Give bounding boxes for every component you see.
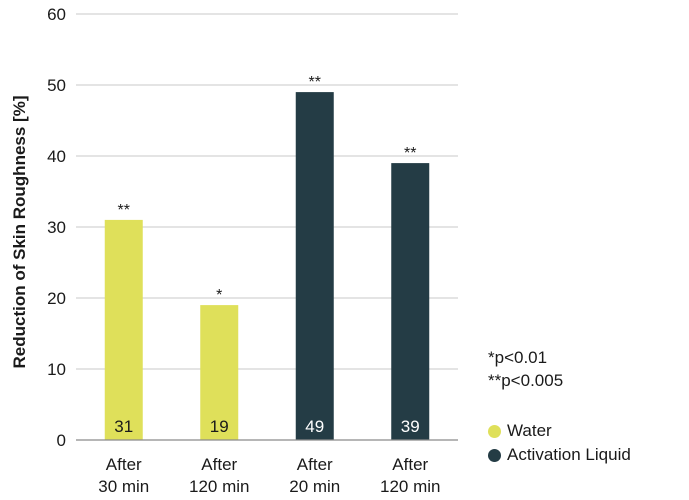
x-tick-label: After (106, 455, 142, 474)
x-tick-label: After (201, 455, 237, 474)
bar (391, 163, 430, 440)
legend-swatch-water (488, 424, 501, 438)
legend-item-activation-liquid: Activation Liquid (488, 443, 631, 467)
significance-note-2: **p<0.005 (488, 371, 564, 390)
y-tick-label: 40 (47, 147, 66, 166)
bar-value-label: 31 (114, 417, 133, 436)
bar (295, 92, 334, 440)
significance-marker: ** (309, 74, 321, 91)
x-tick-label: 30 min (98, 477, 149, 496)
y-tick-label: 50 (47, 76, 66, 95)
bar-value-label: 39 (401, 417, 420, 436)
significance-note-1: *p<0.01 (488, 348, 548, 367)
bar (200, 305, 239, 440)
x-tick-label: 120 min (189, 477, 249, 496)
y-tick-label: 10 (47, 360, 66, 379)
significance-marker: ** (118, 202, 130, 219)
legend: Water Activation Liquid (488, 419, 631, 467)
y-tick-label: 0 (57, 431, 66, 450)
x-tick-label: After (297, 455, 333, 474)
significance-marker: ** (404, 145, 416, 162)
y-axis-title: Reduction of Skin Roughness [%] (10, 96, 29, 369)
legend-swatch-activation-liquid (488, 448, 501, 462)
significance-notes: *p<0.01 **p<0.005 (488, 346, 563, 392)
bar-value-label: 49 (305, 417, 324, 436)
bar (104, 219, 143, 440)
y-tick-label: 20 (47, 289, 66, 308)
x-tick-label: After (392, 455, 428, 474)
legend-label-activation-liquid: Activation Liquid (507, 445, 631, 464)
y-tick-label: 60 (47, 5, 66, 24)
bar-value-label: 19 (210, 417, 229, 436)
legend-label-water: Water (507, 421, 552, 440)
significance-marker: * (216, 287, 222, 304)
legend-item-water: Water (488, 419, 631, 443)
x-tick-label: 20 min (289, 477, 340, 496)
x-tick-label: 120 min (380, 477, 440, 496)
y-tick-label: 30 (47, 218, 66, 237)
